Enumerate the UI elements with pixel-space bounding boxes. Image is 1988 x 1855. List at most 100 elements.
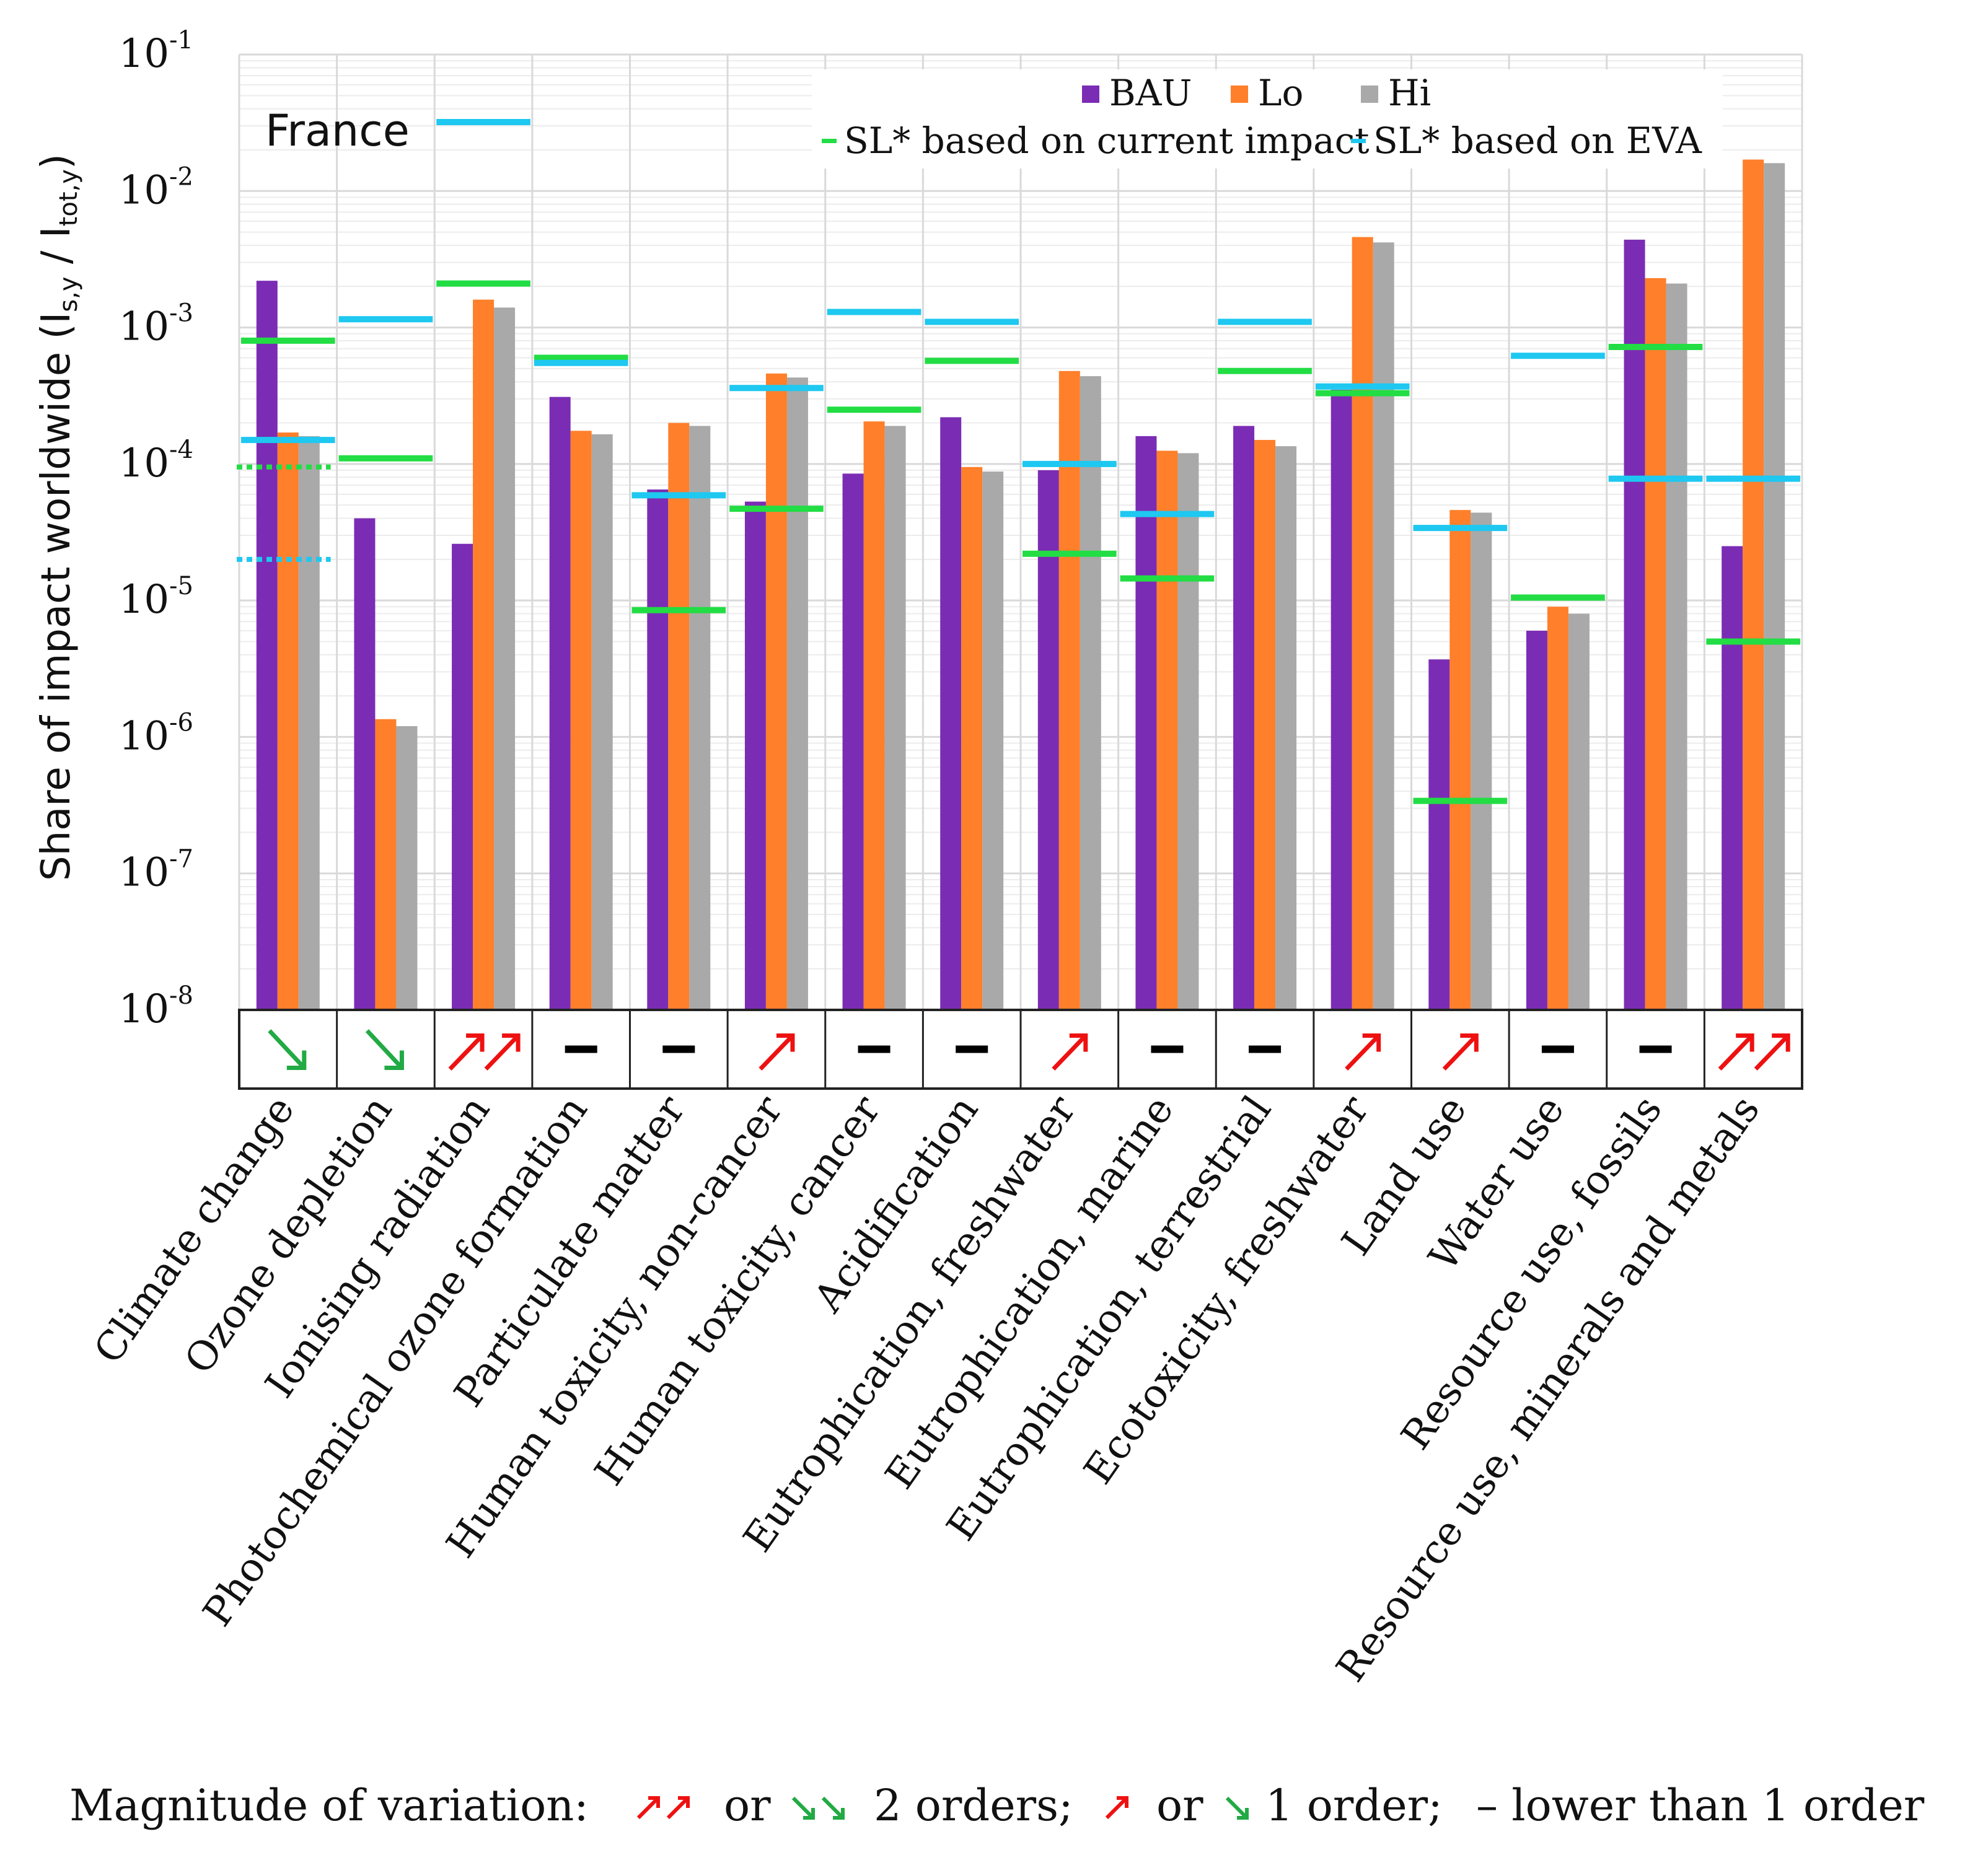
bar-lo (1352, 237, 1373, 1011)
bar-bau (452, 543, 473, 1010)
bar-hi (1177, 453, 1199, 1010)
bar-bau (940, 417, 962, 1010)
legend-label-eva: SL* based on EVA (1373, 120, 1702, 162)
bar-bau (1722, 546, 1743, 1010)
footnote-two-orders: 2 orders; (874, 1780, 1073, 1831)
footnote-or-1: or (724, 1780, 771, 1831)
variation-table (238, 1009, 1803, 1090)
bar-lo (1547, 607, 1568, 1010)
bar-bau (1135, 436, 1157, 1010)
bar-bau (1037, 470, 1059, 1010)
y-tick-label: 10-5 (119, 572, 193, 623)
y-tick-label: 10-6 (119, 708, 193, 759)
bar-lo (1743, 159, 1764, 1010)
legend-line-current (822, 139, 837, 143)
bar-bau (1526, 631, 1547, 1010)
variation-up-arrow (1345, 1033, 1381, 1071)
variation-up-arrow (448, 1033, 485, 1071)
variation-down-arrow (268, 1029, 307, 1070)
bar-lo (1449, 510, 1471, 1010)
y-tick-label: 10-2 (119, 162, 193, 213)
bar-hi (494, 307, 516, 1011)
variation-up-arrow (484, 1033, 521, 1071)
footnote: Magnitude of variation: or 2 orders; or … (69, 1780, 1925, 1831)
footnote-lower: – lower than 1 order (1476, 1780, 1925, 1831)
y-tick-label: 10-7 (119, 845, 193, 896)
legend-swatch-hi (1361, 86, 1378, 103)
variation-up-arrow (1718, 1033, 1754, 1071)
y-tick-label: 10-1 (119, 26, 193, 77)
legend-label-hi: Hi (1388, 72, 1431, 114)
bar-hi (1666, 283, 1687, 1011)
variation-dash (565, 1045, 597, 1053)
variation-dash (1249, 1045, 1282, 1053)
variation-dash (1639, 1045, 1672, 1053)
footnote-or-2: or (1156, 1780, 1203, 1831)
variation-dash (858, 1045, 891, 1053)
sl-lines (237, 119, 1800, 804)
bar-lo (1645, 278, 1666, 1010)
bars (256, 159, 1785, 1011)
legend-swatch-bau (1082, 86, 1099, 103)
legend-label-current: SL* based on current impact (844, 120, 1370, 162)
bar-lo (961, 467, 983, 1010)
footnote-up1-arrow (1105, 1796, 1128, 1820)
variation-dash (1151, 1045, 1184, 1053)
bar-lo (668, 423, 690, 1010)
y-tick-label: 10-3 (119, 299, 193, 350)
variation-up-arrow (759, 1033, 795, 1071)
bar-hi (1568, 613, 1590, 1010)
variation-dash (956, 1045, 988, 1053)
legend-swatch-lo (1231, 86, 1248, 103)
legend-label-lo: Lo (1258, 72, 1303, 114)
bar-lo (765, 373, 787, 1010)
bar-hi (1764, 163, 1785, 1010)
variation-up-arrow (1442, 1033, 1479, 1071)
footnote-up2-arrows (636, 1796, 690, 1820)
bar-lo (863, 421, 885, 1010)
legend-line-eva (1351, 139, 1366, 143)
bar-bau (1330, 390, 1352, 1010)
footnote-down2-arrows (791, 1796, 845, 1820)
variation-up-arrow (1754, 1033, 1790, 1071)
bar-hi (689, 426, 711, 1010)
bar-bau (744, 501, 766, 1010)
y-axis-label: Share of impact worldwide (Is,y / Itot,y… (33, 154, 83, 881)
bar-hi (786, 377, 808, 1010)
y-tick-label: 10-4 (119, 436, 193, 486)
variation-down-arrow (365, 1029, 404, 1070)
bar-bau (354, 518, 376, 1010)
variation-dash (1541, 1045, 1574, 1053)
bar-bau (842, 473, 864, 1010)
bar-hi (1275, 446, 1297, 1010)
legend: BAU Lo Hi SL* based on current impact SL… (812, 69, 1723, 169)
bar-hi (396, 726, 418, 1010)
bar-lo (277, 432, 299, 1010)
footnote-down1-arrow (1225, 1796, 1249, 1820)
bar-lo (1254, 440, 1276, 1010)
bar-lo (1058, 371, 1080, 1010)
bar-bau (256, 281, 278, 1010)
bar-lo (570, 431, 592, 1010)
variation-dash (662, 1045, 695, 1053)
bar-bau (647, 489, 669, 1010)
bar-hi (982, 471, 1004, 1010)
bar-lo (1156, 450, 1178, 1010)
y-tick-label: 10-8 (119, 981, 193, 1032)
bar-bau (1624, 239, 1645, 1010)
legend-box (812, 69, 1723, 169)
y-tick-labels: 10-8 10-7 10-6 10-5 10-4 10-3 10-2 10-1 (119, 26, 193, 1032)
footnote-prefix: Magnitude of variation: (69, 1780, 589, 1831)
country-label: France (265, 105, 410, 156)
legend-label-bau: BAU (1109, 72, 1192, 114)
bar-hi (1080, 376, 1101, 1010)
bar-bau (1233, 426, 1255, 1010)
bar-lo (375, 719, 397, 1010)
variation-up-arrow (1052, 1033, 1088, 1071)
bar-hi (884, 426, 906, 1010)
bar-hi (1471, 512, 1492, 1010)
bar-hi (1373, 242, 1394, 1010)
bar-hi (591, 434, 613, 1010)
